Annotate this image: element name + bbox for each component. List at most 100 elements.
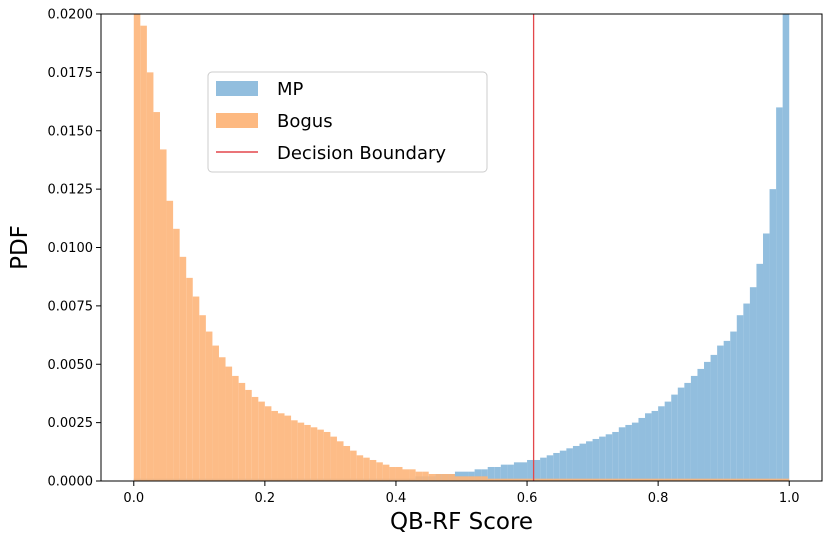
y-tick-label: 0.0200: [48, 8, 94, 23]
mp-bar: [527, 459, 534, 481]
bogus-bar: [389, 466, 396, 481]
mp-bar: [487, 466, 495, 481]
bogus-bar: [271, 410, 278, 481]
bogus-bar: [225, 366, 233, 481]
bogus-bar: [297, 422, 305, 482]
mp-bar: [592, 438, 600, 481]
bogus-bar: [395, 466, 403, 481]
mp-bar: [507, 464, 514, 481]
bogus-bar: [730, 478, 737, 481]
mp-bar: [710, 354, 718, 481]
bogus-bar: [743, 478, 750, 481]
mp-bar: [704, 361, 711, 481]
legend-label-decision-boundary: Decision Boundary: [277, 143, 446, 164]
x-tick-label: 0.8: [648, 491, 669, 506]
bogus-bar: [776, 478, 783, 481]
mp-bar: [749, 287, 757, 481]
mp-bar: [671, 394, 678, 481]
bogus-bar: [218, 357, 226, 481]
bogus-bar: [527, 478, 534, 481]
y-tick-label: 0.0150: [48, 124, 94, 139]
bogus-bar: [186, 277, 193, 481]
bogus-bar: [251, 396, 259, 481]
mp-bar: [763, 233, 770, 481]
bogus-bar: [763, 478, 770, 481]
bogus-bar: [441, 474, 449, 481]
y-tick-label: 0.0075: [48, 299, 94, 314]
mp-bar: [658, 406, 665, 481]
legend-label-bogus: Bogus: [277, 111, 333, 132]
bogus-bar: [376, 462, 383, 481]
bogus-bar: [605, 478, 613, 481]
mp-bar: [605, 434, 613, 481]
bogus-bar: [258, 401, 265, 481]
bogus-bar: [599, 478, 606, 481]
x-tick-label: 1.0: [779, 491, 800, 506]
bogus-bar: [264, 406, 272, 481]
bogus-bar: [199, 315, 206, 481]
bogus-bar: [645, 478, 652, 481]
bogus-bar: [310, 427, 318, 481]
bogus-bar: [454, 476, 462, 481]
bogus-bar: [192, 296, 200, 481]
bogus-bar: [428, 474, 436, 481]
x-axis-label: QB-RF Score: [390, 509, 533, 535]
bogus-bar: [291, 420, 298, 481]
mp-bar: [697, 368, 705, 481]
bogus-bar: [500, 478, 508, 481]
bogus-bar: [133, 14, 141, 481]
bogus-bar: [153, 112, 160, 481]
bogus-bar: [690, 478, 698, 481]
bogus-bar: [684, 478, 691, 481]
mp-bar: [599, 436, 606, 481]
legend-label-mp: MP: [277, 79, 304, 100]
mp-bar: [559, 450, 567, 481]
mp-bar: [494, 466, 501, 481]
bogus-bar: [350, 450, 357, 481]
bogus-bar: [409, 469, 416, 481]
y-tick-label: 0.0000: [48, 475, 94, 490]
mp-bar: [500, 464, 508, 481]
bogus-bar: [572, 478, 580, 481]
mp-bar: [645, 413, 652, 481]
bogus-bar: [651, 478, 659, 481]
mp-bar: [553, 452, 560, 481]
y-axis: 0.0000 0.0025 0.0050 0.0075 0.0100 0.0125 0.01…: [48, 8, 101, 490]
mp-bar: [586, 441, 593, 481]
bogus-bar: [468, 476, 475, 481]
bogus-bar: [179, 256, 187, 481]
bogus-bar: [546, 478, 554, 481]
mp-bar: [651, 410, 659, 481]
bogus-bar: [513, 478, 521, 481]
bogus-bar: [704, 478, 711, 481]
mp-bar: [520, 462, 528, 481]
mp-bar: [618, 427, 626, 481]
bogus-bar: [212, 345, 219, 481]
bogus-bar: [232, 375, 239, 481]
mp-bar: [776, 107, 783, 482]
legend-box: [207, 71, 488, 173]
mp-bar: [782, 14, 790, 481]
bogus-bar: [435, 474, 442, 481]
bogus-bar: [356, 455, 364, 481]
y-axis-label: PDF: [7, 225, 33, 270]
mp-bars: [133, 14, 790, 482]
y-tick-label: 0.0125: [48, 183, 94, 198]
bogus-bars: [133, 14, 790, 482]
bogus-bar: [566, 478, 573, 481]
mp-bar: [579, 443, 587, 481]
mp-bar: [769, 189, 777, 482]
y-tick-label: 0.0175: [48, 66, 94, 81]
bogus-bar: [625, 478, 632, 481]
mp-bar: [756, 263, 763, 481]
y-tick-label: 0.0100: [48, 241, 94, 256]
bogus-bar: [769, 478, 777, 481]
mp-bar: [474, 469, 482, 481]
bogus-bar: [474, 476, 482, 481]
bogus-bar: [749, 478, 757, 481]
bogus-bar: [671, 478, 678, 481]
bogus-bar: [166, 200, 174, 482]
bogus-bar: [159, 149, 167, 481]
bogus-bar: [173, 228, 180, 481]
